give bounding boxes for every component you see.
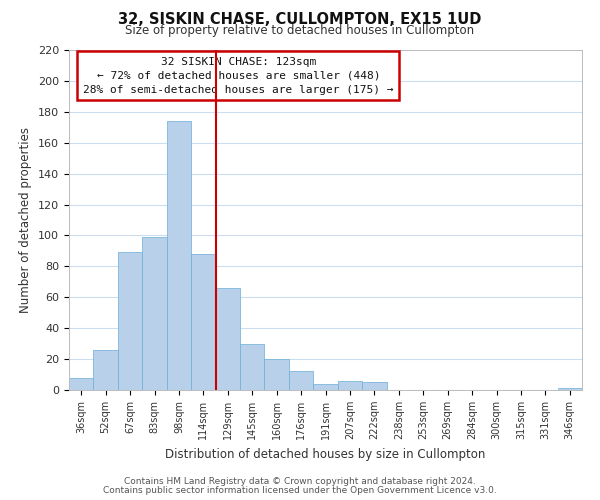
Text: Contains public sector information licensed under the Open Government Licence v3: Contains public sector information licen… <box>103 486 497 495</box>
Bar <box>557 388 582 390</box>
Bar <box>338 380 362 390</box>
Text: Contains HM Land Registry data © Crown copyright and database right 2024.: Contains HM Land Registry data © Crown c… <box>124 477 476 486</box>
Bar <box>118 252 142 390</box>
Text: Size of property relative to detached houses in Cullompton: Size of property relative to detached ho… <box>125 24 475 37</box>
Bar <box>94 350 118 390</box>
Bar <box>167 121 191 390</box>
Bar <box>289 372 313 390</box>
Bar <box>240 344 265 390</box>
Bar <box>69 378 94 390</box>
Bar <box>191 254 215 390</box>
Bar <box>362 382 386 390</box>
Bar <box>142 237 167 390</box>
Text: 32, SISKIN CHASE, CULLOMPTON, EX15 1UD: 32, SISKIN CHASE, CULLOMPTON, EX15 1UD <box>118 12 482 28</box>
Bar <box>215 288 240 390</box>
Bar <box>265 359 289 390</box>
Y-axis label: Number of detached properties: Number of detached properties <box>19 127 32 313</box>
Bar <box>313 384 338 390</box>
Text: 32 SISKIN CHASE: 123sqm
← 72% of detached houses are smaller (448)
28% of semi-d: 32 SISKIN CHASE: 123sqm ← 72% of detache… <box>83 57 394 95</box>
X-axis label: Distribution of detached houses by size in Cullompton: Distribution of detached houses by size … <box>166 448 485 460</box>
